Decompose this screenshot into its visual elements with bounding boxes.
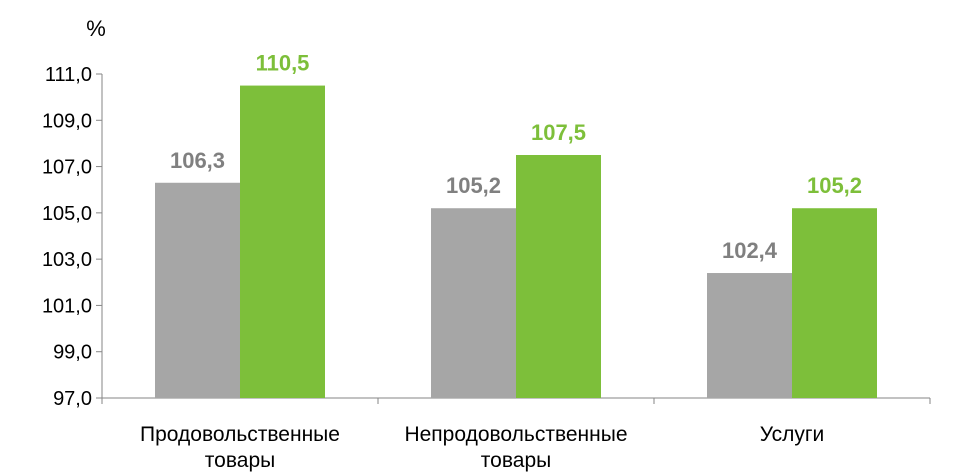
category-label-line: товары (205, 449, 275, 472)
category-label: Непродовольственные товары (404, 423, 627, 472)
data-labels: 106,3 110,5 105,2 107,5 102,4 105,2 (170, 51, 862, 263)
category-label-line: товары (481, 449, 551, 472)
bar (155, 182, 240, 398)
bar (707, 273, 792, 398)
category-label-line: Непродовольственные (404, 423, 627, 446)
data-label: 107,5 (531, 120, 586, 145)
bars (155, 85, 877, 399)
data-label: 110,5 (256, 51, 310, 76)
y-tick-label: 107,0 (42, 157, 92, 179)
y-tick-label: 101,0 (42, 295, 92, 317)
category-label: Продовольственные товары (140, 423, 340, 472)
data-label: 105,2 (807, 173, 862, 198)
category-label-line: Услуги (760, 423, 825, 446)
axes: 97,0 99,0 101,0 103,0 105,0 107,0 109,0 111,0 Пр… (42, 64, 931, 472)
bar (431, 208, 516, 398)
bar (240, 85, 325, 399)
y-tick-label: 99,0 (53, 342, 92, 364)
y-tick-label: 103,0 (42, 249, 92, 271)
y-tick-label: 111,0 (45, 64, 92, 86)
y-tick-label: 97,0 (53, 388, 92, 410)
y-tick-label: 109,0 (42, 110, 92, 132)
data-label: 106,3 (170, 148, 225, 173)
bar (792, 208, 877, 398)
data-label: 105,2 (446, 173, 501, 198)
category-label-line: Продовольственные (140, 423, 340, 446)
bar (516, 155, 601, 398)
data-label: 102,4 (722, 238, 778, 263)
y-tick-label: 105,0 (42, 203, 92, 225)
category-label: Услуги (760, 423, 825, 446)
unit-label: % (86, 16, 106, 41)
